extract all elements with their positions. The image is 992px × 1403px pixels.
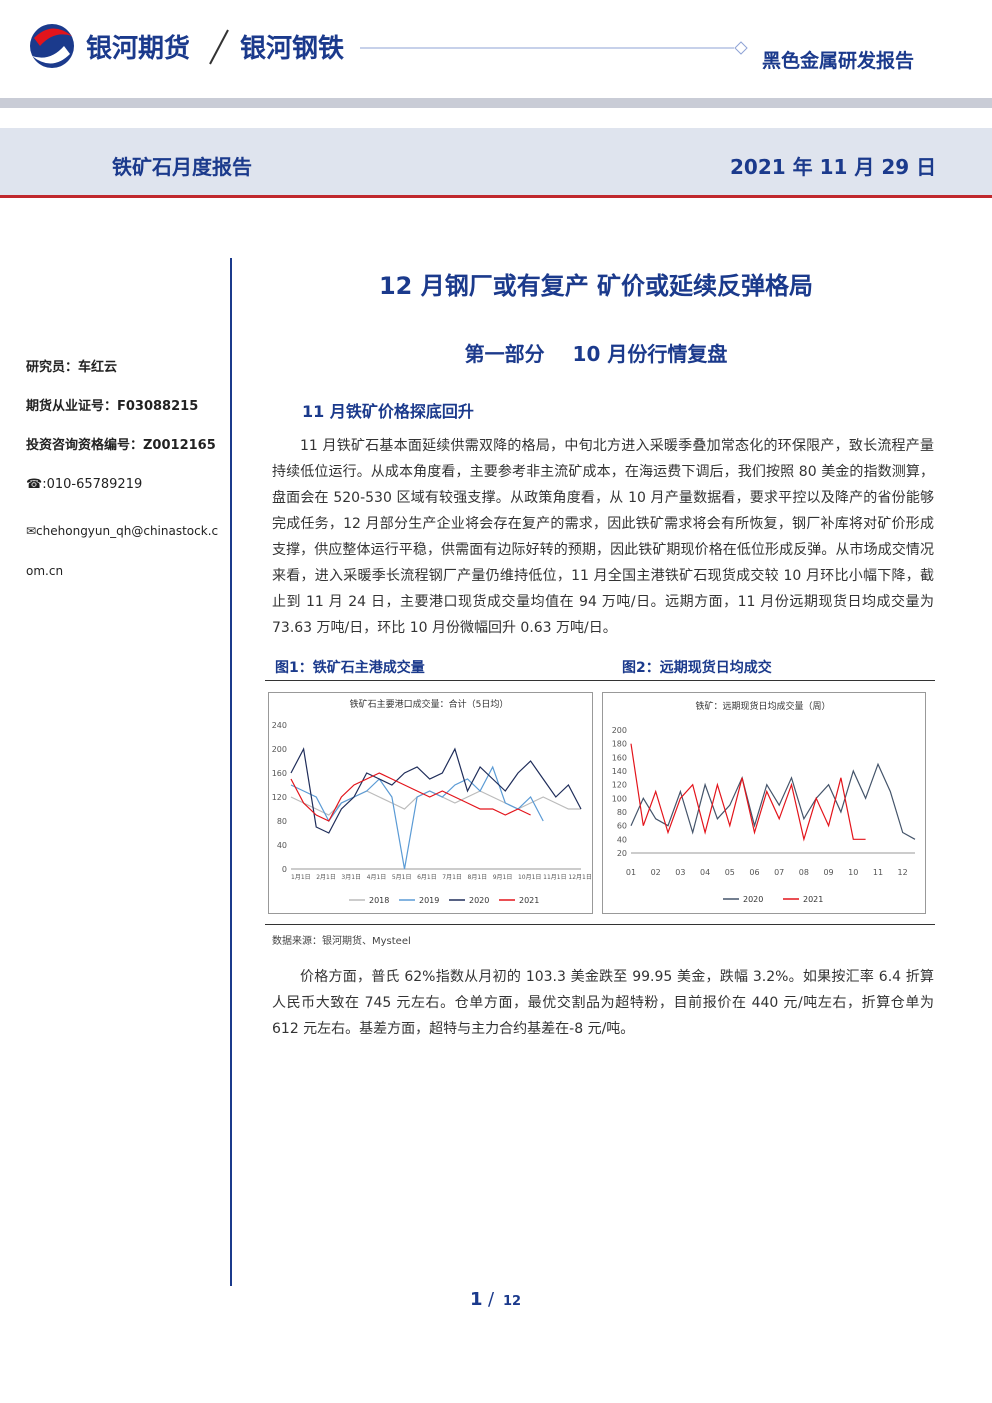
figure-caption: 图1：铁矿石主港成交量 [275, 660, 425, 676]
brand: 银河钢铁 [240, 34, 345, 64]
report-type: 黑色金属研发报告 [762, 50, 915, 72]
series-line [290, 747, 582, 834]
report-date: 2021 年 11 月 29 日 [730, 155, 937, 179]
report-rule [0, 195, 992, 198]
x-tick-label: 04 [700, 868, 710, 877]
source: 数据来源：银河期货、Mysteel [272, 936, 411, 947]
x-tick-label: 07 [774, 868, 784, 877]
header-band [0, 98, 992, 108]
report-band [0, 128, 992, 196]
y-tick-label: 120 [272, 793, 287, 802]
x-tick-label: 8月1日 [468, 874, 488, 881]
x-tick-label: 11月1日 [543, 874, 566, 881]
figure-rule [265, 924, 935, 925]
y-tick-label: 20 [617, 849, 627, 858]
logo-swoosh [32, 46, 70, 64]
y-tick-label: 40 [617, 835, 627, 844]
header-graphics [0, 24, 992, 198]
y-tick-label: 80 [617, 808, 627, 817]
paragraph: 11 月铁矿石基本面延续供需双降的格局，中旬北方进入采暖季叠加常态化的环保限产，… [272, 438, 934, 636]
y-tick-label: 40 [277, 841, 287, 850]
x-tick-label: 12月1日 [568, 874, 591, 881]
subsection-title: 11 月铁矿价格探底回升 [302, 402, 474, 421]
series-line [630, 762, 916, 840]
analyst: 研究员：车红云 [26, 360, 118, 375]
y-tick-label: 240 [272, 721, 287, 730]
legend-label: 2018 [369, 896, 389, 905]
y-tick-label: 180 [612, 740, 627, 749]
brand: 银河期货 [86, 34, 191, 64]
page-number: 1 [470, 1289, 483, 1310]
chart-title: 铁矿：远期现货日均成交量（周） [695, 700, 830, 712]
series-line [290, 765, 544, 870]
figure-rule [265, 680, 935, 681]
sidebar-rule [230, 258, 232, 1286]
y-tick-label: 160 [612, 753, 627, 762]
x-tick-label: 9月1日 [493, 874, 513, 881]
legend-label: 2021 [519, 896, 539, 905]
y-tick-label: 0 [282, 865, 287, 874]
x-tick-label: 09 [823, 868, 833, 877]
section-title: 第一部分 10 月份行情复盘 [464, 342, 728, 366]
figure-caption: 图2：远期现货日均成交 [622, 660, 772, 676]
x-tick-label: 3月1日 [341, 874, 361, 881]
chart: 铁矿石主要港口成交量：合计（5日均） 0 40 80 120 160 200 240 1月1日 2… [268, 692, 593, 914]
legend-label: 2020 [469, 896, 489, 905]
x-tick-label: 12 [898, 868, 908, 877]
y-tick-label: 140 [612, 767, 627, 776]
chart: 铁矿：远期现货日均成交量（周） 20 40 60 80 100 120 140 160 180 20… [602, 692, 926, 914]
brand-separator [209, 29, 229, 65]
chart-title: 铁矿石主要港口成交量：合计（5日均） [350, 698, 509, 710]
page-separator: / [488, 1289, 495, 1310]
y-tick-label: 80 [277, 817, 287, 826]
legend-label: 2021 [803, 895, 823, 904]
x-tick-label: 08 [799, 868, 809, 877]
series-line [630, 743, 866, 842]
logo-swoosh [34, 28, 72, 46]
x-tick-label: 11 [873, 868, 883, 877]
y-tick-label: 60 [617, 822, 627, 831]
legend-label: 2020 [743, 895, 763, 904]
x-tick-label: 05 [725, 868, 735, 877]
y-tick-label: 200 [612, 726, 627, 735]
series-line [290, 772, 531, 822]
y-tick-label: 160 [272, 769, 287, 778]
x-tick-label: 5月1日 [392, 874, 412, 881]
y-tick-label: 120 [612, 781, 627, 790]
x-tick-label: 7月1日 [442, 874, 462, 881]
phone: ☎:010-65789219 [26, 477, 143, 492]
license: 投资咨询资格编号：Z0012165 [26, 438, 216, 453]
y-tick-label: 200 [272, 745, 287, 754]
x-tick-label: 10月1日 [518, 874, 541, 881]
x-tick-label: 01 [626, 868, 636, 877]
x-tick-label: 1月1日 [291, 874, 311, 881]
header-diamond [734, 41, 748, 55]
x-tick-label: 2月1日 [316, 874, 336, 881]
y-tick-label: 100 [612, 794, 627, 803]
title: 12 月钢厂或有复产 矿价或延续反弹格局 [378, 272, 814, 300]
x-tick-label: 03 [675, 868, 685, 877]
x-tick-label: 6月1日 [417, 874, 437, 881]
page-total: 12 [503, 1294, 522, 1309]
report-name: 铁矿石月度报告 [112, 155, 252, 179]
paragraph: 价格方面，普氏 62%指数从月初的 103.3 美金跌至 99.95 美金，跌幅… [272, 969, 934, 1037]
email: ✉chehongyun_qh@chinastock.com.cn [26, 524, 219, 578]
x-tick-label: 4月1日 [367, 874, 387, 881]
x-tick-label: 02 [651, 868, 661, 877]
legend-label: 2019 [419, 896, 439, 905]
license: 期货从业证号：F03088215 [26, 399, 199, 414]
x-tick-label: 10 [848, 868, 858, 877]
x-tick-label: 06 [749, 868, 759, 877]
